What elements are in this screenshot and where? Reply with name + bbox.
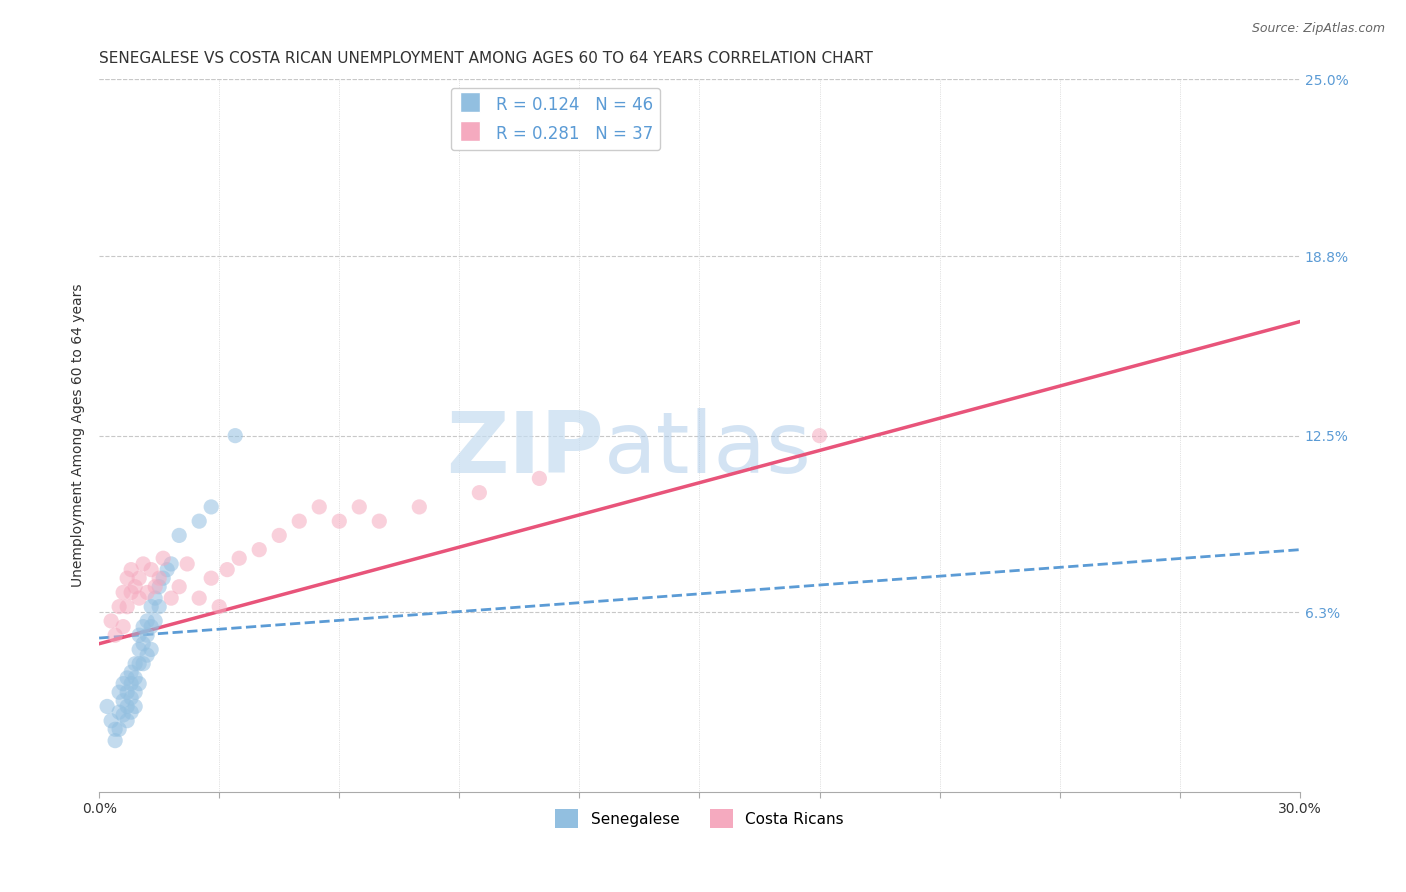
Point: [224, 428, 246, 442]
Point: [120, 585, 142, 599]
Point: [141, 620, 163, 634]
Point: [120, 690, 142, 705]
Point: [143, 580, 166, 594]
Point: [124, 580, 146, 594]
Point: [176, 557, 198, 571]
Point: [200, 500, 222, 514]
Point: [124, 657, 146, 671]
Point: [128, 657, 150, 671]
Text: Source: ZipAtlas.com: Source: ZipAtlas.com: [1251, 22, 1385, 36]
Point: [152, 571, 174, 585]
Point: [112, 694, 135, 708]
Point: [128, 571, 150, 585]
Point: [115, 685, 138, 699]
Point: [112, 676, 135, 690]
Point: [529, 471, 551, 485]
Point: [148, 571, 170, 585]
Point: [128, 591, 150, 606]
Point: [308, 500, 330, 514]
Point: [115, 714, 138, 728]
Point: [115, 599, 138, 614]
Point: [160, 591, 183, 606]
Point: [148, 580, 170, 594]
Point: [104, 628, 127, 642]
Point: [247, 542, 270, 557]
Point: [160, 557, 183, 571]
Point: [112, 620, 135, 634]
Point: [288, 514, 311, 528]
Point: [104, 723, 127, 737]
Text: SENEGALESE VS COSTA RICAN UNEMPLOYMENT AMONG AGES 60 TO 64 YEARS CORRELATION CHA: SENEGALESE VS COSTA RICAN UNEMPLOYMENT A…: [100, 51, 873, 66]
Point: [136, 585, 159, 599]
Point: [167, 580, 190, 594]
Point: [120, 563, 142, 577]
Point: [115, 671, 138, 685]
Point: [128, 676, 150, 690]
Point: [349, 500, 371, 514]
Point: [141, 642, 163, 657]
Point: [136, 648, 159, 662]
Point: [188, 591, 211, 606]
Legend: Senegalese, Costa Ricans: Senegalese, Costa Ricans: [550, 804, 849, 834]
Y-axis label: Unemployment Among Ages 60 to 64 years: Unemployment Among Ages 60 to 64 years: [72, 284, 86, 588]
Point: [100, 714, 122, 728]
Point: [143, 591, 166, 606]
Point: [132, 657, 155, 671]
Point: [115, 699, 138, 714]
Point: [120, 676, 142, 690]
Point: [152, 551, 174, 566]
Point: [328, 514, 350, 528]
Point: [141, 599, 163, 614]
Point: [217, 563, 239, 577]
Point: [115, 571, 138, 585]
Point: [108, 685, 131, 699]
Point: [188, 514, 211, 528]
Point: [112, 585, 135, 599]
Point: [104, 733, 127, 747]
Point: [141, 563, 163, 577]
Point: [96, 699, 118, 714]
Point: [132, 620, 155, 634]
Point: [468, 485, 491, 500]
Point: [132, 637, 155, 651]
Point: [136, 614, 159, 628]
Point: [167, 528, 190, 542]
Point: [120, 705, 142, 719]
Point: [108, 599, 131, 614]
Point: [124, 699, 146, 714]
Point: [808, 428, 831, 442]
Point: [148, 599, 170, 614]
Point: [128, 642, 150, 657]
Point: [156, 563, 179, 577]
Point: [132, 557, 155, 571]
Point: [100, 614, 122, 628]
Point: [228, 551, 250, 566]
Point: [368, 514, 391, 528]
Point: [124, 671, 146, 685]
Text: ZIP: ZIP: [446, 409, 603, 491]
Point: [108, 705, 131, 719]
Text: atlas: atlas: [603, 409, 811, 491]
Point: [124, 685, 146, 699]
Point: [120, 665, 142, 680]
Point: [108, 723, 131, 737]
Point: [200, 571, 222, 585]
Point: [128, 628, 150, 642]
Point: [269, 528, 291, 542]
Point: [112, 708, 135, 723]
Point: [143, 614, 166, 628]
Point: [208, 599, 231, 614]
Point: [136, 628, 159, 642]
Point: [408, 500, 430, 514]
